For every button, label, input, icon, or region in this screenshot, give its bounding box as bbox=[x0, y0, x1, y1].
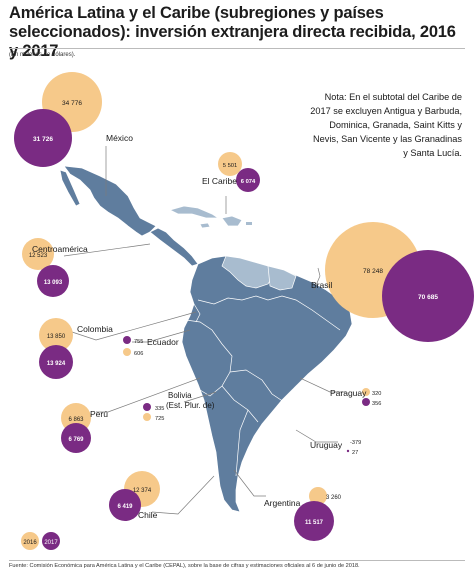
value-argentina-2016: 3 260 bbox=[326, 495, 342, 501]
land-baja-california bbox=[59, 169, 81, 207]
bubble-uruguay-2017 bbox=[346, 449, 350, 453]
label-centroamerica: Centroamérica bbox=[32, 244, 88, 254]
title-rule bbox=[9, 48, 465, 49]
bubble-bolivia-est-plur-de-2016 bbox=[143, 413, 151, 421]
value-el-caribe-2017: 6 074 bbox=[241, 179, 256, 185]
land-central-america bbox=[149, 227, 199, 267]
value-me-xico-2016: 34 776 bbox=[62, 100, 82, 107]
label-brasil: Brasil bbox=[311, 280, 332, 290]
bubble-el-caribe-2016 bbox=[218, 152, 242, 176]
value-ecuador-2017: 755 bbox=[134, 339, 143, 345]
value-peru-2016: 6 863 bbox=[68, 417, 84, 423]
legend-2016-label: 2016 bbox=[23, 540, 37, 546]
land-south-america bbox=[181, 255, 353, 513]
value-paraguay-2017: 356 bbox=[372, 401, 381, 407]
bubble-brasil-2017 bbox=[382, 250, 474, 342]
leader-lines bbox=[63, 146, 346, 515]
bubble-layer: 34 776 31 726 5 501 6 074 12 523 13 093 13 850… bbox=[14, 72, 474, 541]
legend-2017-label: 2017 bbox=[44, 540, 58, 546]
label-bolivia-1: Bolivia bbox=[168, 391, 192, 400]
value-chile-2016: 12 374 bbox=[133, 488, 152, 494]
label-layer: México El Caribe Centroamérica Colombia … bbox=[32, 133, 367, 520]
value-brasil-2017: 70 685 bbox=[418, 294, 438, 301]
legend: 2016 2017 bbox=[21, 532, 60, 550]
label-chile: Chile bbox=[138, 510, 158, 520]
label-caribe: El Caribe bbox=[202, 176, 237, 186]
bubble-paraguay-2016 bbox=[362, 388, 370, 396]
value-bolivia-est-plur-de-2016: 725 bbox=[155, 416, 164, 422]
label-ecuador: Ecuador bbox=[147, 337, 179, 347]
source-text: Fuente: Comisión Económica para América … bbox=[9, 563, 360, 569]
bubble-ecuador-2016 bbox=[123, 348, 131, 356]
bubble-bolivia-est-plur-de-2017 bbox=[143, 403, 151, 411]
value-me-xico-2017: 31 726 bbox=[33, 136, 53, 143]
land-guianas bbox=[267, 265, 297, 291]
bubble-argentina-2016 bbox=[309, 487, 327, 505]
land-layer bbox=[59, 165, 353, 513]
bubble-centroame-rica-2016 bbox=[22, 238, 54, 270]
label-colombia: Colombia bbox=[77, 324, 113, 334]
map-note: Nota: En el subtotal del Caribe de 2017 … bbox=[310, 92, 462, 158]
bubble-chile-2017 bbox=[109, 489, 141, 521]
value-centroame-rica-2016: 12 523 bbox=[29, 253, 48, 259]
source-rule bbox=[9, 560, 465, 561]
value-el-caribe-2016: 5 501 bbox=[223, 163, 238, 169]
land-hispaniola bbox=[221, 215, 243, 227]
label-paraguay: Paraguay bbox=[330, 388, 367, 398]
bubble-me-xico-2017 bbox=[14, 109, 72, 167]
bubble-colombia-2016 bbox=[39, 318, 73, 352]
value-centroame-rica-2017: 13 093 bbox=[44, 280, 63, 286]
map-title: América Latina y el Caribe (subregiones … bbox=[9, 4, 456, 60]
land-venezuela bbox=[221, 255, 277, 289]
value-peru-2017: 6 769 bbox=[68, 437, 84, 443]
value-uruguay-2016: -379 bbox=[350, 440, 361, 446]
legend-2017-swatch bbox=[42, 532, 60, 550]
value-ecuador-2016: 606 bbox=[134, 351, 143, 357]
value-bolivia-est-plur-de-2017: 335 bbox=[155, 406, 164, 412]
unit-label: (En millones de dólares). bbox=[9, 52, 76, 58]
value-colombia-2016: 13 850 bbox=[47, 334, 66, 340]
land-jamaica bbox=[199, 222, 211, 229]
value-argentina-2017: 11 517 bbox=[305, 520, 324, 526]
bubble-centroame-rica-2017 bbox=[37, 265, 69, 297]
bubble-ecuador-2017 bbox=[123, 336, 131, 344]
bubble-colombia-2017 bbox=[39, 345, 73, 379]
bubble-paraguay-2017 bbox=[362, 398, 370, 406]
value-uruguay-2017: 27 bbox=[352, 450, 358, 456]
value-brasil-2016: 78 248 bbox=[363, 268, 383, 275]
label-peru: Perú bbox=[90, 409, 108, 419]
land-mexico bbox=[63, 165, 157, 237]
country-borders bbox=[185, 295, 341, 477]
value-chile-2017: 6 419 bbox=[117, 504, 133, 510]
land-cuba bbox=[169, 205, 220, 219]
bubble-el-caribe-2017 bbox=[236, 168, 260, 192]
legend-2016-swatch bbox=[21, 532, 39, 550]
land-puerto-rico bbox=[246, 222, 252, 225]
label-bolivia-2: (Est. Plur. de) bbox=[166, 401, 215, 410]
bubble-argentina-2017 bbox=[294, 501, 334, 541]
label-argentina: Argentina bbox=[264, 498, 301, 508]
label-uruguay: Uruguay bbox=[310, 440, 343, 450]
label-mexico: México bbox=[106, 133, 133, 143]
value-paraguay-2016: 320 bbox=[372, 391, 381, 397]
value-colombia-2017: 13 924 bbox=[47, 361, 66, 367]
bubble-peru-2017 bbox=[61, 423, 91, 453]
